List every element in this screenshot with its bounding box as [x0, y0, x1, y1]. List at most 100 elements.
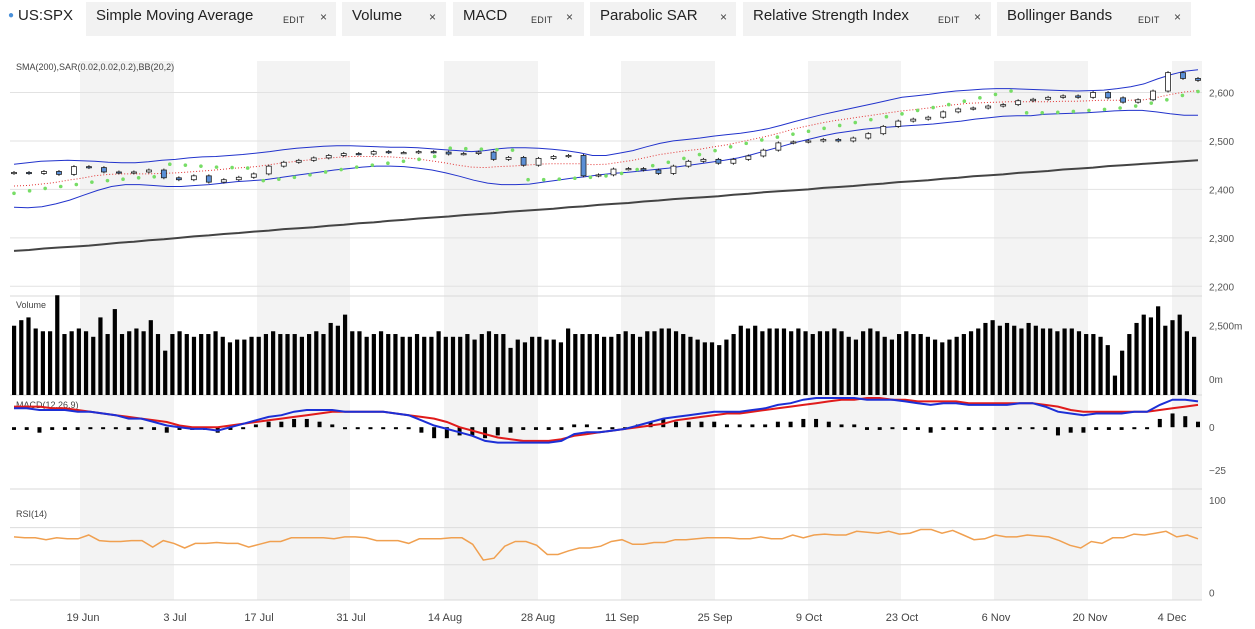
- volume-bar: [364, 336, 369, 395]
- volume-bar: [904, 331, 909, 395]
- macd-histogram-bar: [864, 427, 869, 430]
- candle-body: [460, 153, 467, 156]
- sar-dot: [199, 164, 203, 168]
- price-tick-label: 2,400: [1209, 185, 1234, 196]
- sar-dot: [27, 189, 32, 193]
- sar-dot: [230, 165, 234, 170]
- close-icon[interactable]: ×: [720, 10, 728, 24]
- stock-chart[interactable]: SMA(200),SAR(0.02,0.02,0.2),BB(20,2) 2,60…: [0, 38, 1255, 629]
- volume-bar: [321, 334, 326, 395]
- volume-bar: [918, 334, 923, 395]
- macd-histogram-bar: [966, 427, 971, 430]
- x-axis-label: 14 Aug: [428, 612, 462, 624]
- volume-bar: [436, 331, 441, 395]
- tab-edit-button[interactable]: EDIT: [938, 15, 960, 25]
- sar-dot: [1149, 101, 1154, 105]
- volume-bar: [630, 334, 635, 395]
- close-icon[interactable]: ×: [566, 10, 574, 24]
- volume-bar: [1098, 336, 1103, 395]
- volume-bar: [522, 342, 528, 395]
- tab-volume[interactable]: Volume ×: [342, 2, 446, 36]
- tab-edit-button[interactable]: EDIT: [531, 15, 553, 25]
- macd-histogram-bar: [432, 427, 437, 439]
- candle-body: [745, 155, 752, 160]
- macd-histogram-bar: [737, 424, 742, 428]
- tab-edit-button[interactable]: EDIT: [1138, 15, 1160, 25]
- close-icon[interactable]: ×: [974, 10, 982, 24]
- close-icon[interactable]: ×: [320, 10, 328, 24]
- volume-bar: [861, 331, 866, 395]
- volume-bar: [371, 334, 376, 395]
- volume-bar: [40, 331, 45, 395]
- volume-bar: [1112, 375, 1118, 395]
- volume-bar: [1033, 325, 1038, 395]
- volume-bar: [450, 336, 456, 395]
- tab-relative-strength-index[interactable]: Relative Strength Index EDIT ×: [743, 2, 991, 36]
- volume-bar: [328, 322, 333, 395]
- volume-panel-label: Volume: [16, 300, 46, 310]
- candle-body: [101, 167, 107, 173]
- macd-histogram-bar: [483, 427, 488, 439]
- volume-bar: [47, 331, 53, 395]
- macd-histogram-bar: [839, 424, 844, 428]
- sar-dot: [214, 165, 219, 169]
- macd-histogram-bar: [75, 427, 80, 430]
- volume-bar: [1048, 328, 1053, 395]
- macd-histogram-bar: [584, 424, 589, 428]
- volume-bar: [695, 339, 700, 395]
- close-icon[interactable]: ×: [1174, 10, 1182, 24]
- macd-histogram-bar: [1068, 427, 1073, 433]
- sar-dot: [900, 112, 904, 116]
- volume-bar: [141, 331, 146, 395]
- candle-body: [700, 158, 707, 162]
- macd-histogram-bar: [253, 424, 258, 428]
- volume-bar: [932, 339, 938, 395]
- volume-bar: [163, 350, 168, 395]
- macd-histogram-bar: [1094, 427, 1099, 430]
- tab-bollinger-bands[interactable]: Bollinger Bands EDIT ×: [997, 2, 1191, 36]
- volume-bar: [702, 342, 707, 395]
- close-icon[interactable]: ×: [429, 10, 437, 24]
- sar-dot: [12, 191, 16, 196]
- sar-dot: [463, 146, 468, 151]
- macd-histogram-bar: [877, 427, 882, 430]
- volume-bar: [760, 331, 765, 395]
- volume-bar: [292, 334, 297, 395]
- tab-macd[interactable]: MACD EDIT ×: [453, 2, 584, 36]
- sar-dot: [993, 92, 998, 97]
- macd-histogram-bar: [648, 421, 653, 428]
- candle-body: [1075, 95, 1082, 98]
- macd-histogram-bar: [126, 427, 131, 430]
- macd-histogram-bar: [1043, 427, 1048, 430]
- candle-body: [1030, 98, 1037, 102]
- macd-line: [14, 397, 1199, 444]
- volume-bar: [1012, 325, 1017, 395]
- sar-dot: [152, 175, 157, 179]
- macd-histogram-bar: [381, 427, 386, 430]
- volume-bar: [1127, 334, 1132, 395]
- volume-bar: [566, 328, 571, 395]
- macd-histogram-bar: [355, 427, 360, 430]
- candle-body: [730, 158, 737, 164]
- tab-simple-moving-average[interactable]: Simple Moving Average EDIT ×: [86, 2, 336, 36]
- volume-tick-label: 2,500m: [1209, 322, 1242, 333]
- sar-dot: [619, 171, 624, 176]
- macd-histogram-bar: [88, 427, 93, 430]
- volume-bar: [307, 334, 312, 395]
- volume-bar: [911, 334, 916, 395]
- macd-histogram-bar: [979, 427, 984, 430]
- candle-body: [56, 171, 62, 175]
- x-axis-label: 31 Jul: [336, 612, 365, 624]
- volume-bar: [350, 331, 355, 395]
- symbol-label[interactable]: ● US:SPX: [8, 7, 73, 24]
- tab-parabolic-sar[interactable]: Parabolic SAR ×: [590, 2, 736, 36]
- volume-bar: [1105, 345, 1110, 395]
- volume-bar: [796, 328, 801, 395]
- macd-histogram-bar: [177, 427, 182, 430]
- price-tick-label: 2,300: [1209, 234, 1234, 245]
- tab-edit-button[interactable]: EDIT: [283, 15, 305, 25]
- candle-body: [430, 151, 437, 154]
- macd-histogram-bar: [903, 427, 908, 430]
- x-axis-label: 17 Jul: [244, 612, 273, 624]
- sar-dot: [775, 135, 780, 139]
